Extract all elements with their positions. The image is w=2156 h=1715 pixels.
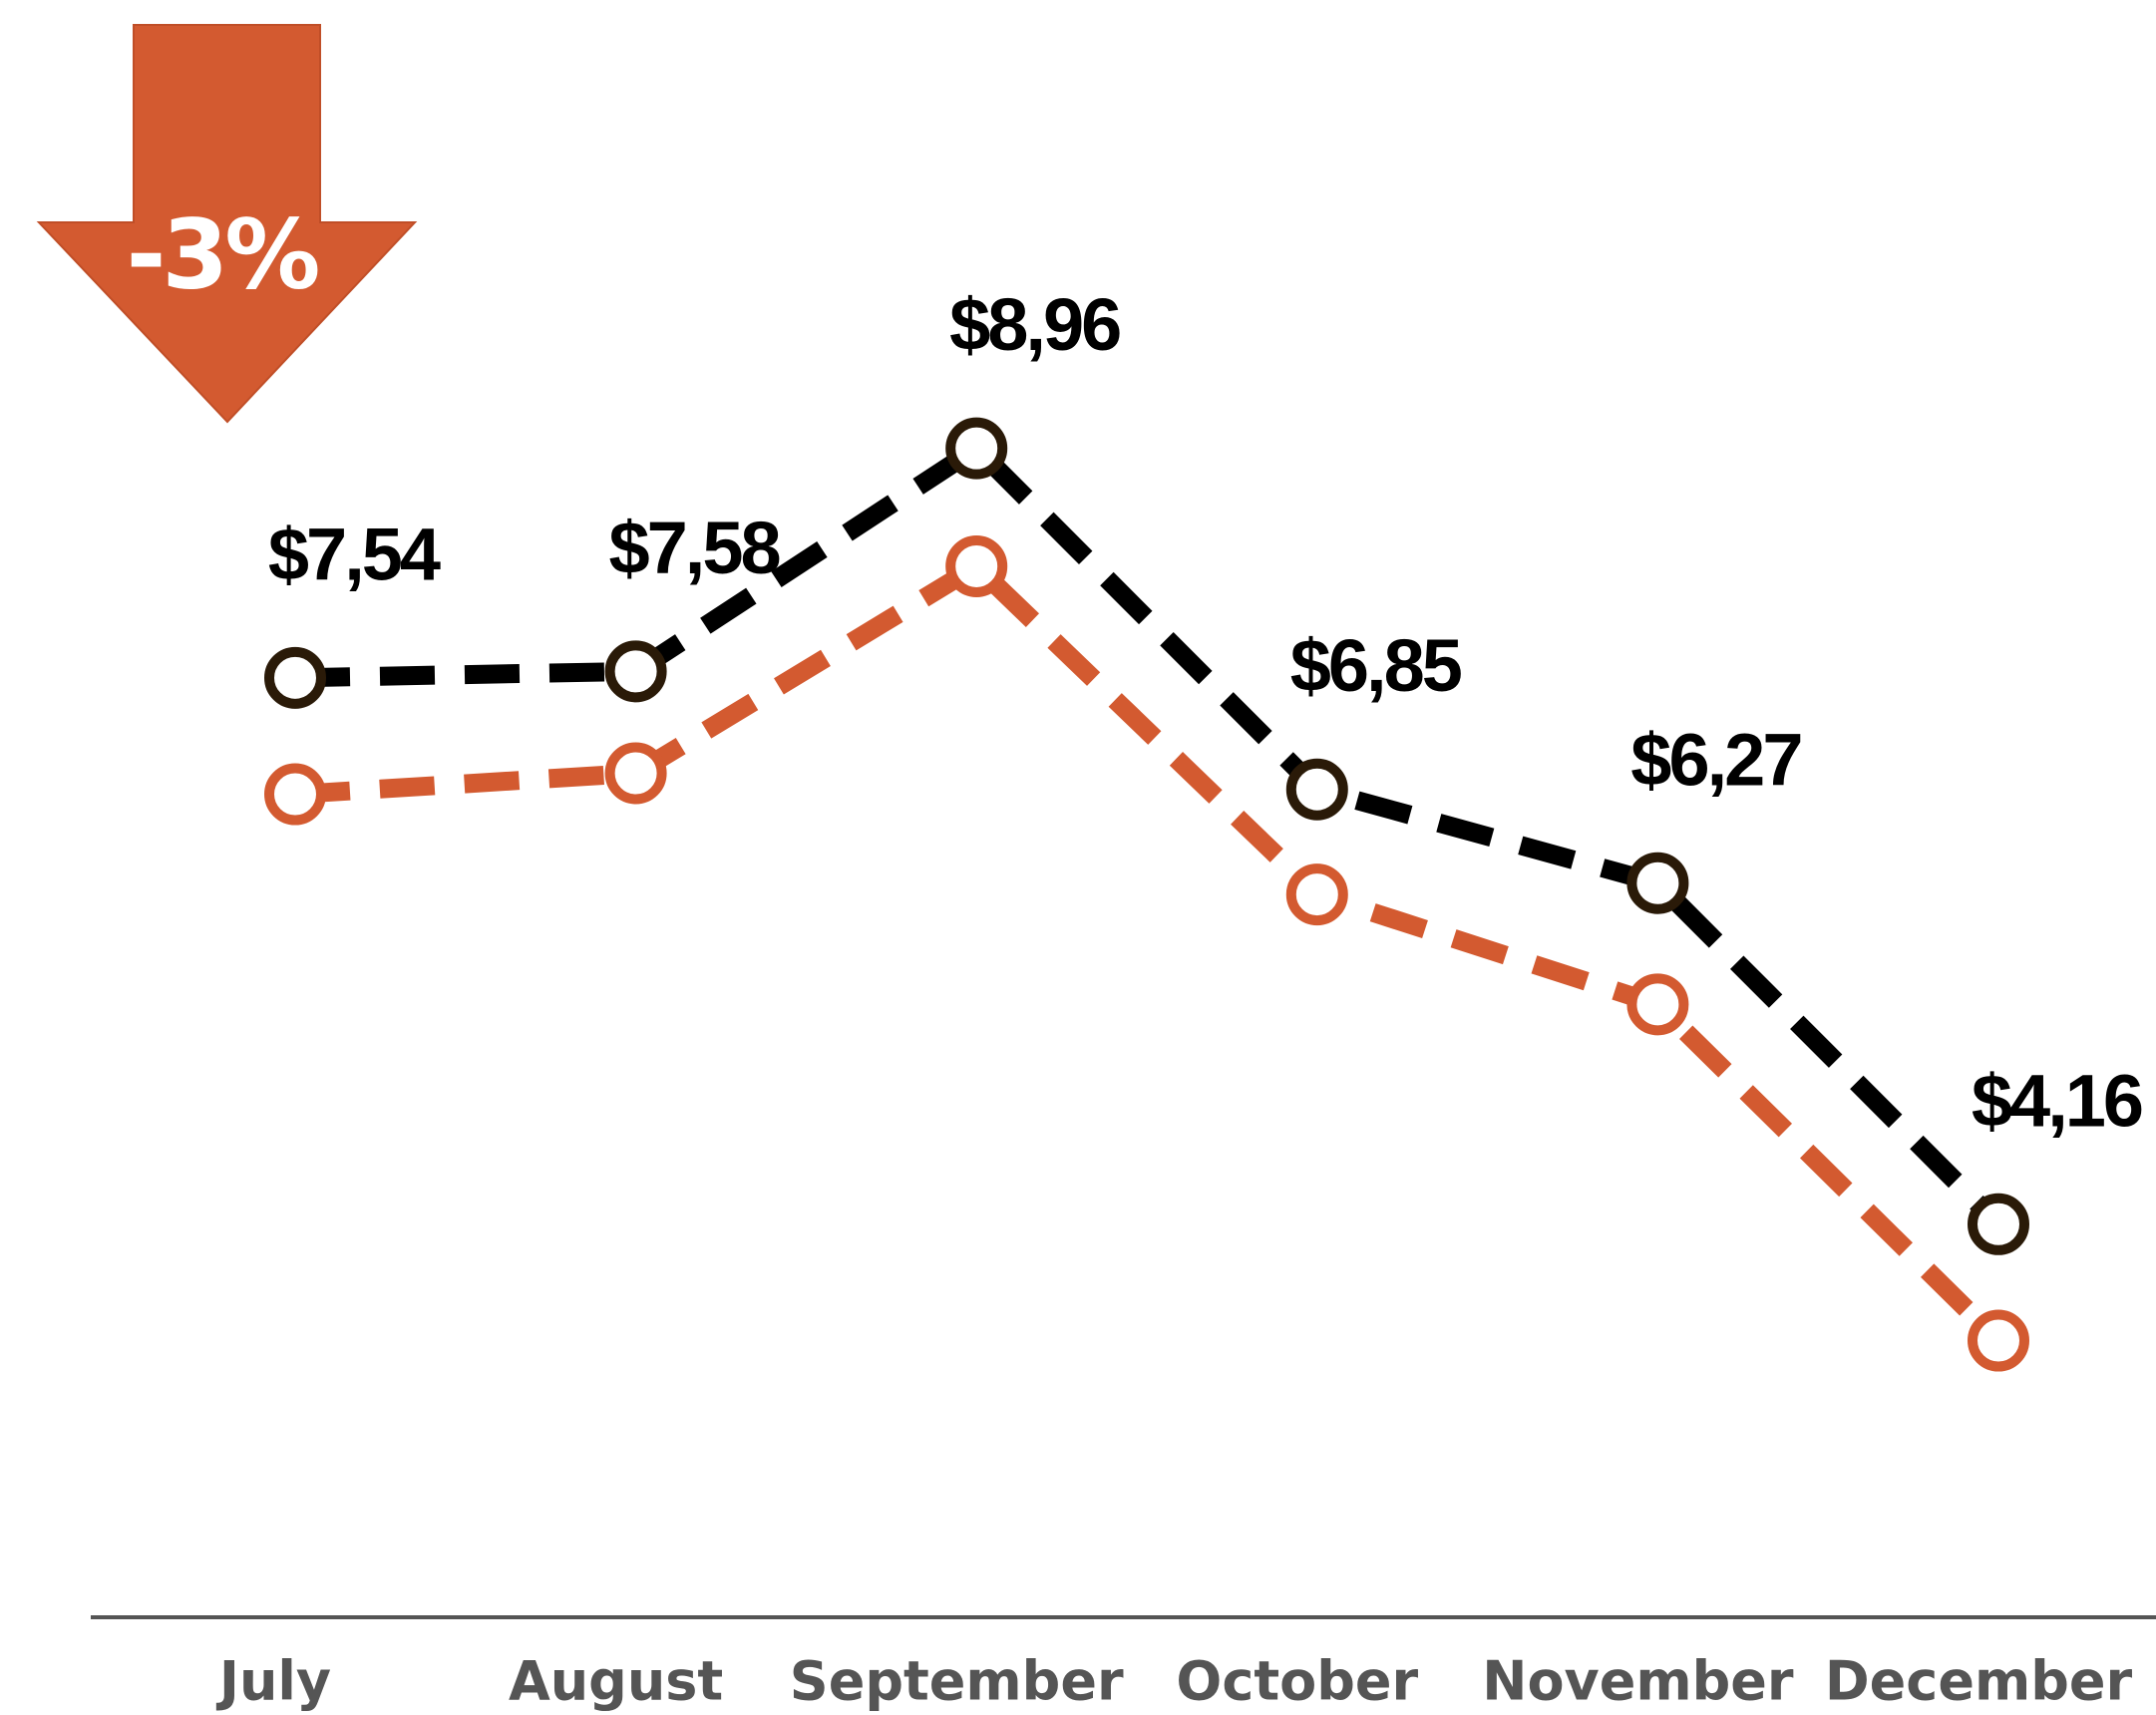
x-tick-label: October (1176, 1650, 1418, 1713)
annotation-text: -3% (127, 198, 319, 310)
data-point (1285, 863, 1348, 926)
data-point (604, 640, 667, 703)
data-label: $6,27 (1630, 718, 1800, 801)
annotation-arrow: -3% (36, 24, 418, 424)
data-point (264, 763, 326, 826)
x-tick-label: November (1482, 1650, 1794, 1713)
x-tick-label: December (1825, 1650, 2133, 1713)
data-point (1968, 1193, 2029, 1255)
data-label: $7,54 (268, 513, 441, 595)
data-point (264, 646, 326, 709)
series-line (294, 554, 2005, 1348)
data-point (604, 742, 667, 805)
data-label: $8,96 (949, 283, 1120, 366)
data-label: $6,85 (1290, 624, 1462, 707)
x-tick-label: July (215, 1650, 331, 1713)
x-tick-label: September (790, 1650, 1124, 1713)
series-line (294, 436, 2005, 1231)
arrow-shape (36, 24, 418, 424)
data-point (945, 534, 1008, 597)
data-point (1968, 1309, 2029, 1372)
data-point (1626, 852, 1689, 914)
data-point (1626, 973, 1689, 1036)
data-label: $4,16 (1972, 1059, 2142, 1142)
x-tick-label: August (509, 1650, 723, 1713)
data-point (945, 417, 1008, 480)
data-point (1285, 758, 1348, 821)
data-label: $7,58 (609, 507, 780, 589)
